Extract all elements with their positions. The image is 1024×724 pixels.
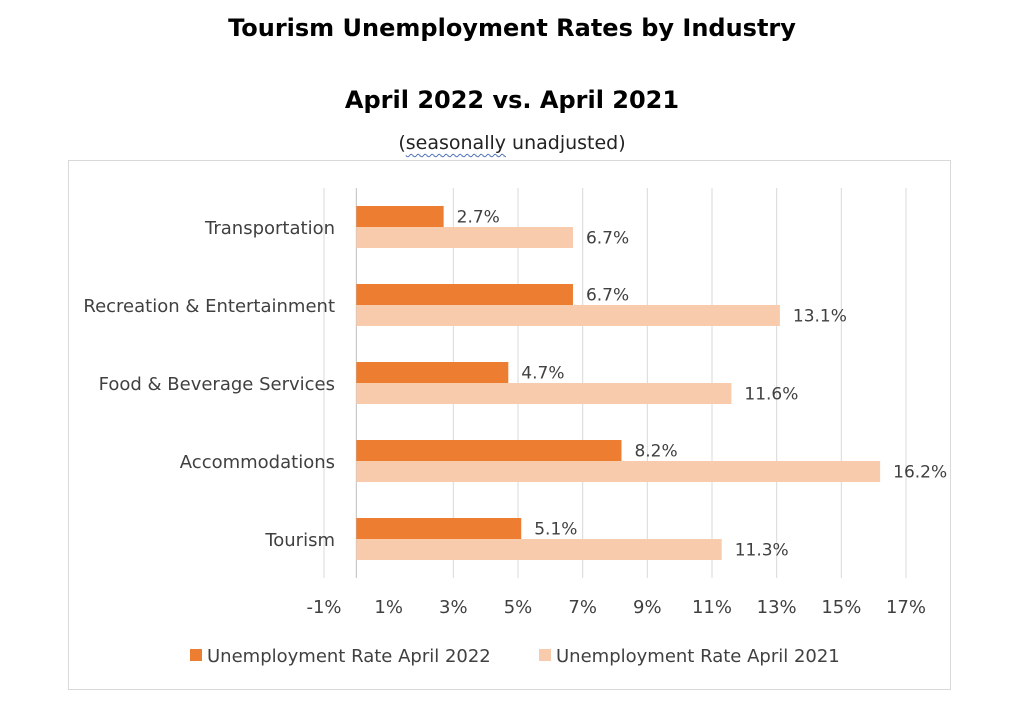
bar-1-2	[356, 383, 732, 404]
legend-swatch-0	[190, 649, 202, 661]
x-tick-label-6: 11%	[692, 597, 732, 618]
bar-0-4	[356, 518, 522, 539]
category-label-4: Tourism	[264, 530, 335, 551]
bar-0-1	[356, 284, 573, 305]
bar-1-1	[356, 305, 780, 326]
legend: Unemployment Rate April 2022 Unemployment…	[190, 646, 840, 667]
x-tick-label-3: 5%	[504, 597, 533, 618]
data-label-0-3: 8.2%	[634, 442, 677, 462]
chart-title: Tourism Unemployment Rates by Industry	[228, 14, 796, 42]
x-tick-labels: -1% 1% 3% 5% 7% 9% 11% 13% 15% 17%	[306, 597, 926, 618]
category-label-1: Recreation & Entertainment	[83, 296, 335, 317]
x-tick-label-2: 3%	[439, 597, 468, 618]
legend-label-0: Unemployment Rate April 2022	[207, 646, 491, 667]
bar-1-4	[356, 539, 722, 560]
x-tick-label-7: 13%	[757, 597, 797, 618]
x-tick-label-9: 17%	[886, 597, 926, 618]
bar-0-3	[356, 440, 622, 461]
category-label-2: Food & Beverage Services	[99, 374, 335, 395]
bar-0-0	[356, 206, 444, 227]
bar-1-3	[356, 461, 881, 482]
chart-note: (seasonally unadjusted)	[0, 132, 1024, 154]
chart-note-squiggle-word: seasonally	[405, 132, 506, 154]
data-label-0-1: 6.7%	[586, 286, 629, 306]
bars	[356, 206, 881, 560]
data-label-1-1: 13.1%	[793, 307, 847, 327]
bar-1-0	[356, 227, 573, 248]
data-label-0-2: 4.7%	[521, 364, 564, 384]
x-tick-label-0: -1%	[306, 597, 341, 618]
category-label-0: Transportation	[204, 218, 335, 239]
data-label-0-4: 5.1%	[534, 520, 577, 540]
data-label-1-4: 11.3%	[735, 541, 789, 561]
data-labels: 2.7% 6.7% 6.7% 13.1% 4.7% 11.6% 8.2% 16.2% 5.1% 1…	[457, 208, 948, 561]
chart-area	[68, 160, 951, 690]
data-label-1-2: 11.6%	[744, 385, 798, 405]
chart-subtitle: April 2022 vs. April 2021	[344, 86, 680, 114]
category-labels: Transportation Recreation & Entertainment…	[83, 218, 335, 551]
category-label-3: Accommodations	[180, 452, 335, 473]
x-tick-label-4: 7%	[568, 597, 597, 618]
x-tick-label-5: 9%	[633, 597, 662, 618]
bar-0-2	[356, 362, 509, 383]
data-label-1-3: 16.2%	[893, 463, 947, 483]
chart-note-open: (	[398, 132, 406, 154]
data-label-1-0: 6.7%	[586, 229, 629, 249]
x-tick-label-1: 1%	[374, 597, 403, 618]
legend-label-1: Unemployment Rate April 2021	[556, 646, 840, 667]
data-label-0-0: 2.7%	[457, 208, 500, 228]
legend-swatch-1	[539, 649, 551, 661]
chart-note-rest: unadjusted)	[506, 132, 626, 154]
x-tick-label-8: 15%	[821, 597, 861, 618]
